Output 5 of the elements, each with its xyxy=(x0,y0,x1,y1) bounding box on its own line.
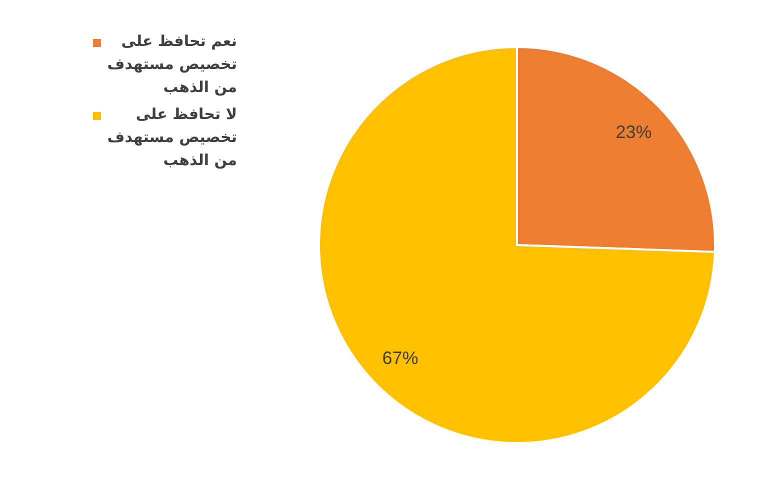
legend-label: نعم تحافظ على تخصيص مستهدف من الذهب xyxy=(107,31,237,98)
data-label: 23% xyxy=(616,122,652,142)
data-label: 67% xyxy=(382,348,418,368)
pie-slice xyxy=(318,46,716,444)
legend-label: لا تحافظ على تخصيص مستهدف من الذهب xyxy=(107,104,237,171)
